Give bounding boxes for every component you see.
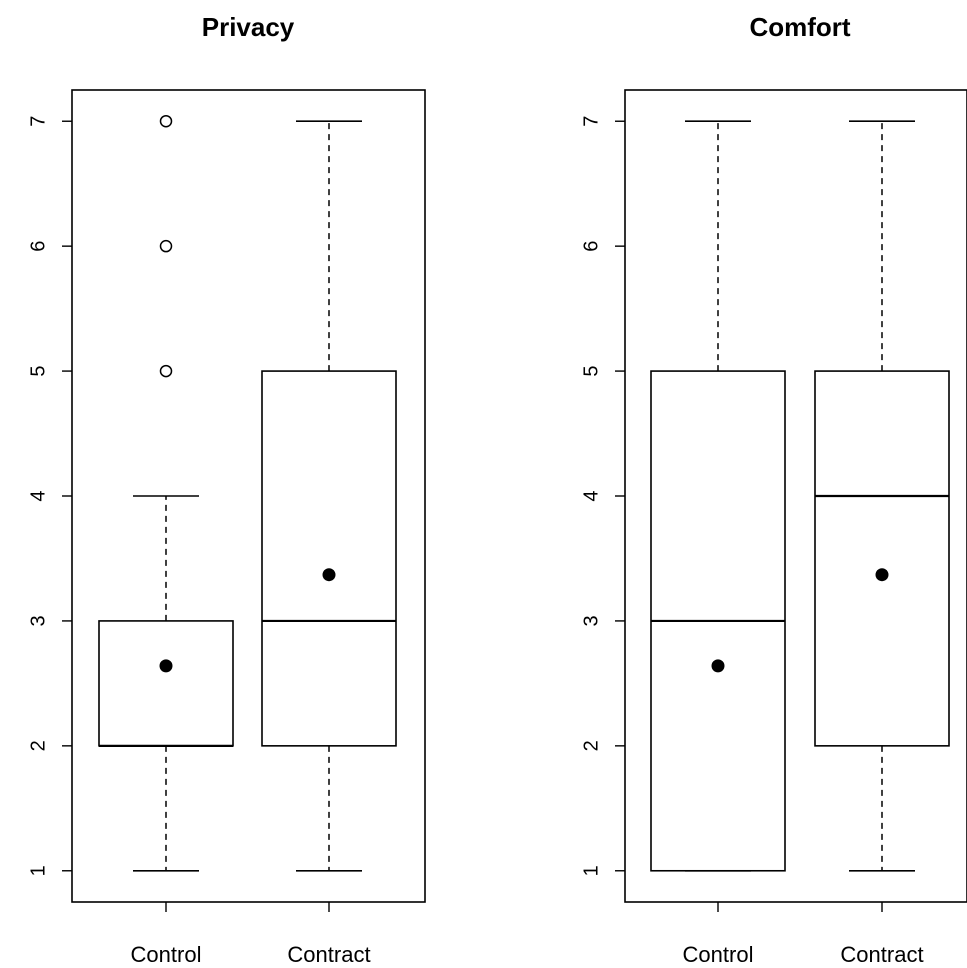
- box-control: [650, 120, 786, 872]
- iqr-box: [814, 370, 950, 747]
- chart-title: Comfort: [749, 12, 850, 42]
- x-tick-label: Control: [683, 942, 754, 967]
- y-tick-label: 6: [580, 241, 602, 252]
- box-contract: [814, 120, 950, 872]
- plot-frame: [71, 89, 426, 903]
- y-tick-label: 2: [580, 740, 602, 751]
- mean-point: [711, 659, 725, 673]
- iqr-box: [261, 370, 397, 747]
- y-tick-label: 5: [27, 366, 49, 377]
- x-tick-label: Contract: [840, 942, 923, 967]
- y-tick-label: 1: [580, 865, 602, 876]
- mean-point: [322, 568, 336, 582]
- x-tick-label: Contract: [287, 942, 370, 967]
- mean-point: [875, 568, 889, 582]
- outlier-point: [159, 239, 173, 253]
- outlier-point: [159, 114, 173, 128]
- box-control: [98, 114, 234, 872]
- y-tick-label: 1: [27, 865, 49, 876]
- y-tick-label: 5: [580, 366, 602, 377]
- y-tick-label: 4: [580, 490, 602, 501]
- y-tick-label: 7: [580, 116, 602, 127]
- outlier-point: [159, 364, 173, 378]
- y-tick-label: 2: [27, 740, 49, 751]
- y-tick-label: 7: [27, 116, 49, 127]
- x-tick-label: Control: [131, 942, 202, 967]
- y-tick-label: 4: [27, 490, 49, 501]
- panel-comfort: Comfort 1 2 3 4 5 6 7 Control Contract: [580, 12, 967, 967]
- chart-title: Privacy: [202, 12, 295, 42]
- mean-point: [159, 659, 173, 673]
- y-tick-label: 3: [580, 615, 602, 626]
- box-contract: [261, 120, 397, 872]
- y-tick-label: 6: [27, 241, 49, 252]
- iqr-box: [98, 620, 234, 747]
- y-tick-label: 3: [27, 615, 49, 626]
- panel-privacy: Privacy 1 2 3 4 5 6 7 Control Contract: [27, 12, 426, 967]
